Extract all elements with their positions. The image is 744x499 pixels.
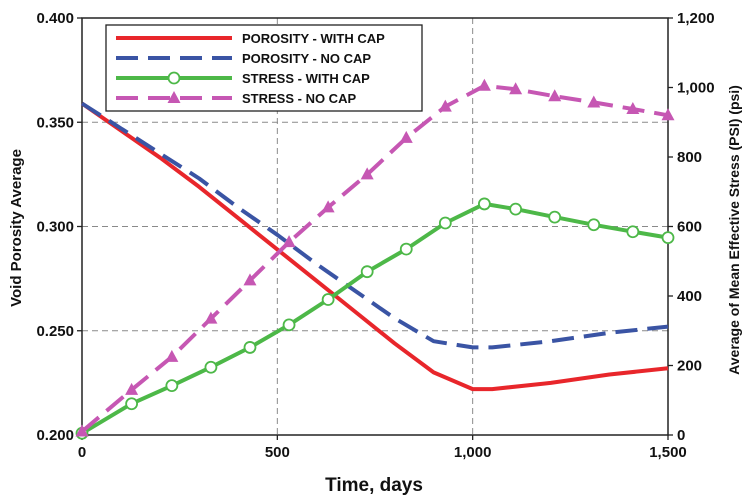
x-axis-ticks: 0 500 1,000 1,500: [78, 435, 687, 461]
series-point-4: [477, 78, 491, 91]
x-tick-label: 500: [265, 444, 290, 461]
series-point-4: [243, 273, 257, 286]
series-point-3: [321, 293, 335, 306]
legend-marker-4: [167, 91, 181, 103]
series-point-4: [587, 95, 601, 108]
y-right-tick-label: 0: [677, 427, 685, 444]
series-lines: [75, 78, 675, 440]
y-left-tick-label: 0.350: [36, 114, 74, 131]
series-point-3: [477, 197, 491, 211]
series-point-3: [661, 231, 675, 245]
x-tick-label: 0: [78, 444, 86, 461]
series-point-4: [125, 382, 139, 395]
series-point-4: [75, 424, 89, 437]
y-right-tick-label: 400: [677, 288, 702, 305]
series-point-3: [360, 265, 374, 279]
series-point-3: [243, 341, 257, 354]
y-right-tick-label: 1,200: [677, 10, 715, 27]
series-point-4: [204, 311, 218, 324]
y-right-tick-label: 600: [677, 219, 702, 236]
series-point-3: [204, 360, 218, 374]
series-line-3: [80, 201, 669, 436]
legend-label-3: STRESS - WITH CAP: [242, 71, 370, 86]
series-point-3: [548, 210, 562, 224]
series-point-3: [438, 216, 452, 230]
series-point-4: [282, 235, 296, 248]
legend-label-4: STRESS - NO CAP: [242, 91, 356, 106]
x-tick-label: 1,500: [649, 444, 687, 461]
series-point-4: [438, 99, 452, 112]
y-right-tick-label: 1,000: [677, 80, 715, 97]
series-line-1: [80, 101, 669, 392]
series-line-2: [80, 101, 669, 350]
series-line-4: [80, 83, 669, 434]
y-right-axis-ticks: 0 200 400 600 800 1,000 1,200: [668, 10, 715, 444]
series-point-4: [509, 82, 523, 95]
y-left-tick-label: 0.300: [36, 219, 74, 236]
legend-marker-3: [167, 71, 181, 85]
series-point-3: [626, 225, 640, 239]
grid-lines: [82, 18, 668, 435]
series-point-4: [360, 167, 374, 180]
series-point-3: [125, 397, 139, 411]
series-point-4: [661, 108, 675, 121]
series-point-3: [165, 379, 179, 393]
y-left-tick-label: 0.400: [36, 10, 74, 27]
series-point-4: [165, 349, 179, 362]
series-point-4: [548, 89, 562, 102]
series-point-3: [587, 218, 601, 232]
y-left-tick-label: 0.250: [36, 323, 74, 340]
series-point-4: [399, 130, 413, 143]
x-tick-label: 1,000: [454, 444, 492, 461]
legend-label-1: POROSITY - WITH CAP: [242, 31, 385, 46]
legend: POROSITY - WITH CAP POROSITY - NO CAP STRE…: [105, 24, 423, 112]
series-point-3: [282, 318, 296, 332]
series-point-4: [321, 200, 335, 213]
series-point-4: [626, 102, 640, 115]
x-axis-label: Time, days: [325, 475, 423, 496]
series-point-3: [399, 242, 413, 256]
y-right-axis-label: Average of Mean Effective Stress (PSI) (…: [726, 85, 742, 375]
y-right-tick-label: 200: [677, 358, 702, 375]
y-right-tick-label: 800: [677, 149, 702, 166]
y-left-axis-ticks: 0.200 0.250 0.300 0.350 0.400: [36, 10, 82, 444]
y-left-axis-label: Void Porosity Average: [8, 149, 25, 307]
series-point-3: [509, 202, 523, 216]
y-left-tick-label: 0.200: [36, 427, 74, 444]
legend-label-2: POROSITY - NO CAP: [242, 51, 371, 66]
